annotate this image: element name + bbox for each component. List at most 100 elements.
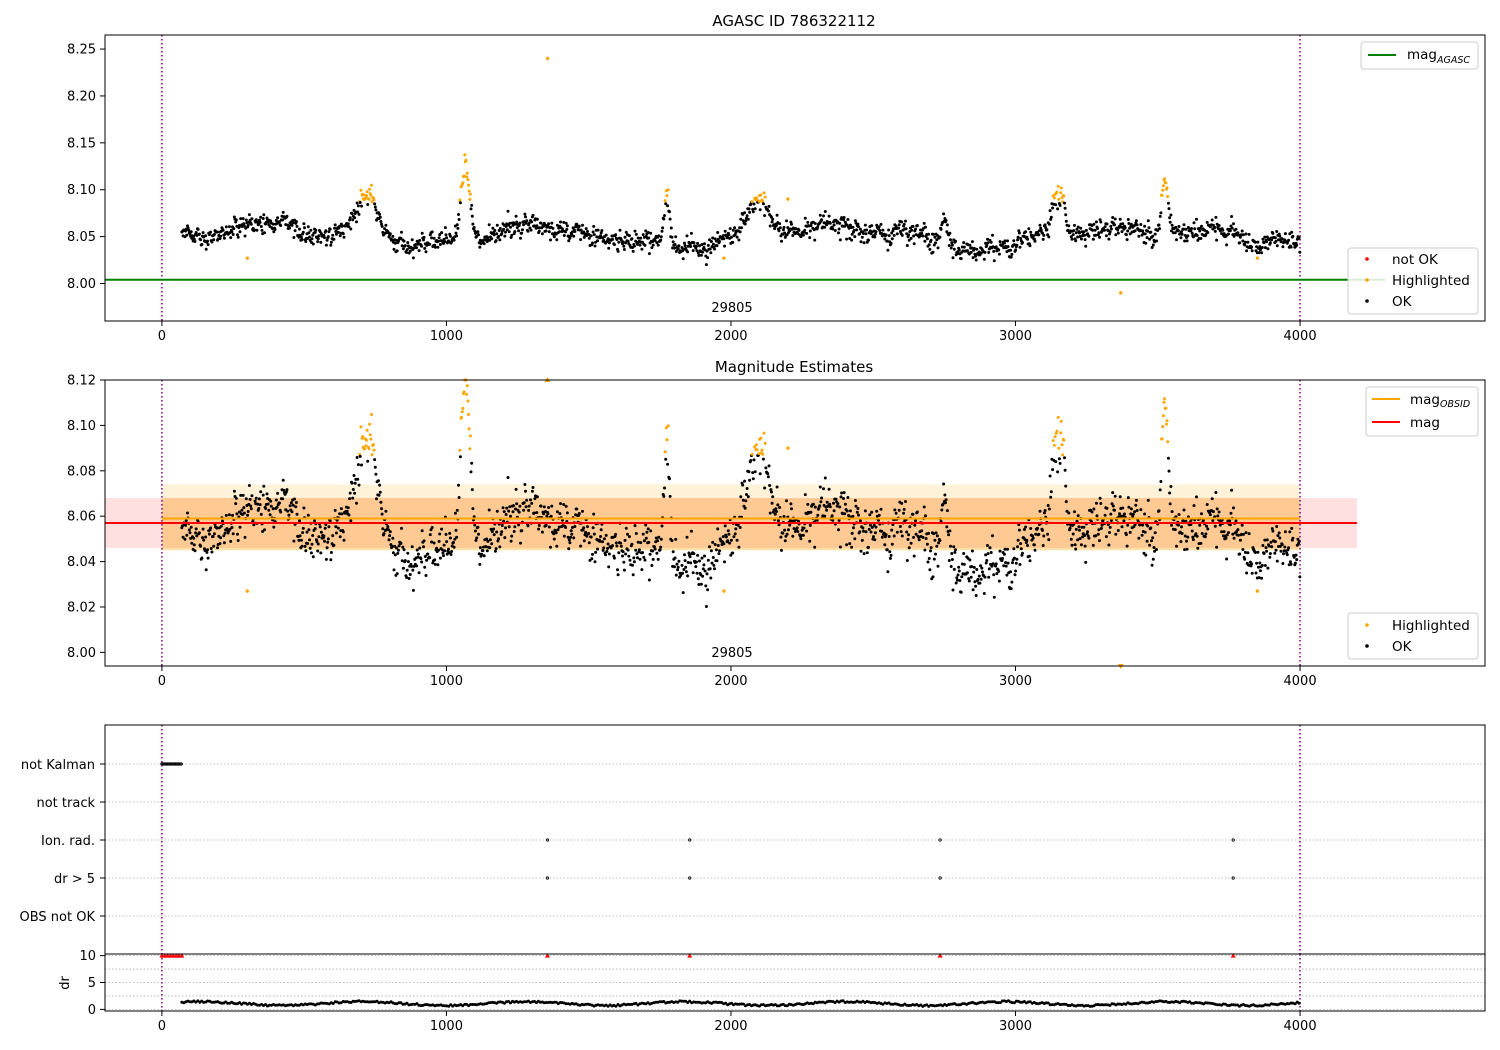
ok-point <box>973 580 977 584</box>
ok-point <box>1261 237 1265 241</box>
ok-point <box>544 229 548 233</box>
ok-point <box>627 554 631 558</box>
ok-point <box>481 549 485 553</box>
ok-point <box>1237 233 1240 237</box>
ok-point <box>1014 569 1018 573</box>
ok-point <box>294 501 298 504</box>
ok-point <box>681 571 685 575</box>
ok-point <box>1275 230 1279 233</box>
highlighted-point <box>361 192 365 196</box>
ok-point <box>599 231 603 235</box>
ok-point <box>1029 527 1033 530</box>
ok-point <box>285 488 289 492</box>
ok-point <box>928 568 932 572</box>
ok-point <box>843 502 847 506</box>
ok-point <box>572 536 576 540</box>
ok-point <box>936 564 940 568</box>
ok-point <box>533 497 537 501</box>
ok-point <box>1285 553 1289 557</box>
ok-point <box>874 525 878 529</box>
ok-point <box>531 486 535 489</box>
dr-point <box>688 999 692 1003</box>
ok-point <box>893 508 897 512</box>
ok-point <box>379 220 383 223</box>
ok-point <box>395 249 399 253</box>
ok-point <box>338 535 342 539</box>
ok-point <box>1006 547 1009 551</box>
ok-point <box>957 248 961 252</box>
ok-point <box>292 236 296 239</box>
highlighted-point <box>665 194 669 198</box>
ok-point <box>1263 246 1267 250</box>
ok-point <box>957 569 961 573</box>
mag-estimates-title: Magnitude Estimates <box>715 358 873 376</box>
ok-point <box>351 496 355 500</box>
ok-point <box>587 532 591 535</box>
agasc-xtick-label: 0 <box>158 329 166 344</box>
ok-point <box>737 545 741 549</box>
ok-point <box>931 575 935 579</box>
ok-point <box>448 531 452 535</box>
ok-point <box>507 230 511 234</box>
ok-point <box>611 237 614 241</box>
ok-point <box>329 240 333 244</box>
ok-point <box>631 249 635 253</box>
highlighted-point <box>365 438 368 442</box>
ok-point <box>184 519 188 523</box>
ok-point <box>391 234 395 238</box>
ok-point <box>438 233 442 237</box>
ok-point <box>564 526 568 529</box>
ok-point <box>1228 519 1232 523</box>
ok-point <box>626 239 630 243</box>
ok-point <box>567 239 571 243</box>
ok-point <box>400 244 404 248</box>
ok-point <box>1211 519 1215 522</box>
ok-point <box>422 235 426 239</box>
ok-point <box>271 507 275 511</box>
ok-point <box>745 487 749 490</box>
ok-point <box>1232 506 1235 510</box>
ok-point <box>1208 513 1212 517</box>
ok-point <box>223 531 227 535</box>
ok-point <box>839 495 843 499</box>
ok-point <box>373 205 377 209</box>
ok-point <box>1009 587 1013 591</box>
ok-point <box>1091 543 1095 547</box>
ok-point <box>823 210 827 213</box>
ok-point <box>512 530 516 533</box>
mag-estimates-xtick-label: 1000 <box>430 674 463 689</box>
ok-point <box>405 248 409 252</box>
highlighted-point <box>372 198 376 202</box>
ok-point <box>630 542 634 546</box>
ok-point <box>912 242 916 246</box>
ok-point <box>420 560 424 564</box>
ok-point <box>808 539 812 543</box>
ok-point <box>1198 523 1202 527</box>
ok-point <box>803 216 807 220</box>
ok-point <box>518 221 522 225</box>
ok-point <box>915 224 919 227</box>
ok-point <box>373 465 377 469</box>
ok-point <box>823 225 827 229</box>
ok-point <box>269 499 273 503</box>
mag-estimates-ytick-label: 8.00 <box>67 646 96 661</box>
ok-point <box>770 501 774 505</box>
ok-point <box>1170 510 1174 514</box>
ok-point <box>443 549 447 553</box>
ok-point <box>375 497 378 501</box>
ok-point <box>428 556 432 560</box>
highlighted-point <box>763 441 767 445</box>
ok-point <box>1093 228 1097 232</box>
mag-estimates-xtick-label: 0 <box>158 674 166 689</box>
ok-point <box>1096 227 1100 230</box>
ok-point <box>733 532 737 536</box>
ok-point <box>949 565 953 568</box>
dr-point <box>614 1004 618 1008</box>
highlighted-point <box>369 193 373 197</box>
ok-point <box>1217 510 1221 514</box>
legend-highlighted: Highlighted <box>1392 273 1470 289</box>
ok-point <box>1038 509 1042 513</box>
agasc-legend: magAGASC <box>1360 41 1479 70</box>
ok-point <box>388 534 392 538</box>
ok-point <box>1205 524 1209 528</box>
